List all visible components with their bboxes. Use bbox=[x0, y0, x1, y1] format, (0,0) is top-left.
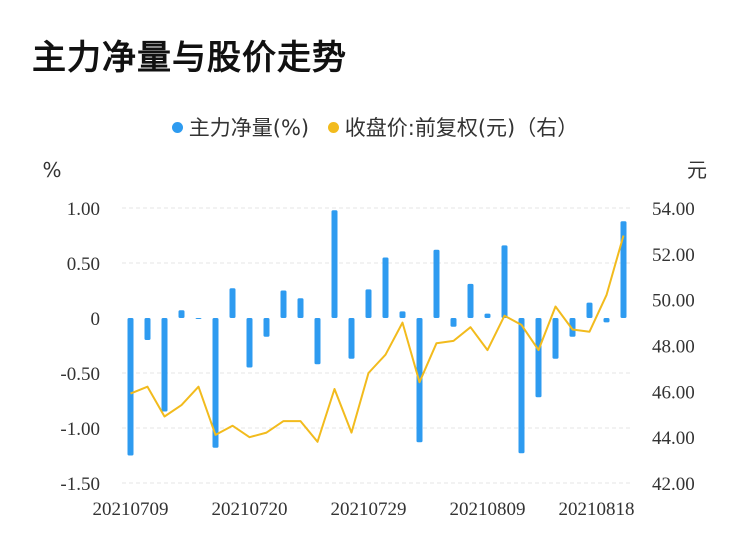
bar bbox=[569, 318, 576, 337]
left-tick-label: 1.00 bbox=[67, 199, 100, 220]
x-tick-label: 20210709 bbox=[93, 499, 169, 520]
bar bbox=[586, 302, 593, 318]
legend-item-close-price[interactable]: 收盘价:前复权(元)（右） bbox=[327, 112, 579, 142]
right-tick-label: 46.00 bbox=[652, 382, 695, 403]
left-tick-label: -0.50 bbox=[60, 364, 100, 385]
legend-item-net-flow[interactable]: 主力净量(%) bbox=[171, 112, 310, 142]
grid-lines bbox=[122, 207, 632, 484]
bar bbox=[535, 318, 542, 398]
bar bbox=[518, 318, 525, 454]
bar bbox=[212, 318, 219, 448]
left-tick-label: 0.50 bbox=[67, 254, 100, 275]
bar bbox=[144, 318, 151, 340]
axis-labels: 1.00 0.50 0 -0.50 -1.00 -1.50 54.00 52.00 50.00 4… bbox=[42, 158, 707, 520]
right-tick-label: 52.00 bbox=[652, 245, 695, 266]
legend-marker-line bbox=[327, 121, 339, 133]
bar bbox=[552, 318, 559, 359]
chart-title: 主力净量与股价走势 bbox=[32, 38, 347, 78]
bar bbox=[263, 318, 270, 337]
bar bbox=[484, 313, 491, 318]
bar bbox=[348, 318, 355, 359]
legend-label-net-flow: 主力净量(%) bbox=[188, 116, 310, 140]
right-tick-label: 42.00 bbox=[652, 474, 695, 495]
bar bbox=[297, 298, 304, 318]
x-tick-label: 20210720 bbox=[212, 499, 288, 520]
legend-marker-bar bbox=[171, 121, 183, 133]
right-tick-label: 54.00 bbox=[652, 199, 695, 220]
bar bbox=[331, 210, 338, 318]
bar bbox=[161, 318, 168, 412]
bar bbox=[229, 288, 236, 318]
right-tick-label: 48.00 bbox=[652, 337, 695, 358]
bar bbox=[382, 257, 389, 318]
bar bbox=[467, 283, 474, 318]
x-tick-label: 20210729 bbox=[331, 499, 407, 520]
bar bbox=[501, 245, 508, 318]
bar bbox=[127, 318, 134, 456]
right-tick-label: 44.00 bbox=[652, 428, 695, 449]
bar bbox=[433, 249, 440, 318]
bar bbox=[365, 289, 372, 318]
left-tick-label: -1.50 bbox=[60, 474, 100, 495]
line-series bbox=[130, 235, 625, 443]
close-price-line bbox=[130, 235, 625, 443]
x-tick-label: 20210809 bbox=[450, 499, 526, 520]
left-tick-label: -1.00 bbox=[60, 419, 100, 440]
bar bbox=[246, 318, 253, 368]
left-tick-label: 0 bbox=[91, 309, 101, 330]
x-tick-label: 20210818 bbox=[559, 499, 635, 520]
right-axis-unit: 元 bbox=[687, 158, 707, 182]
bar bbox=[620, 221, 627, 318]
bar-series bbox=[127, 210, 627, 456]
bar bbox=[280, 290, 287, 318]
legend-label-close-price: 收盘价:前复权(元)（右） bbox=[344, 116, 579, 140]
bar bbox=[314, 318, 321, 365]
bar bbox=[450, 318, 457, 327]
bar bbox=[195, 318, 202, 319]
left-axis-unit: % bbox=[42, 158, 61, 182]
bar bbox=[603, 318, 610, 323]
right-tick-label: 50.00 bbox=[652, 291, 695, 312]
chart-legend: 主力净量(%) 收盘价:前复权(元)（右） bbox=[0, 112, 750, 142]
bar bbox=[399, 311, 406, 318]
bar bbox=[178, 310, 185, 318]
